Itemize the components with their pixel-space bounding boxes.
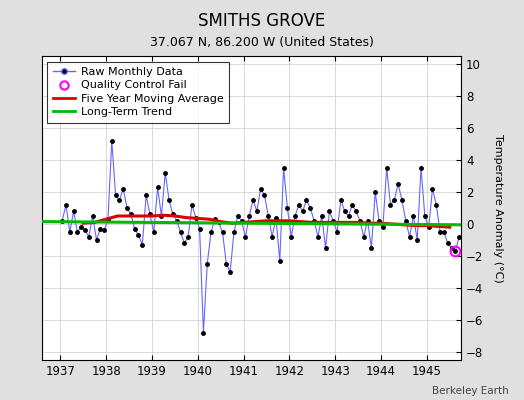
Text: SMITHS GROVE: SMITHS GROVE [199,12,325,30]
Legend: Raw Monthly Data, Quality Control Fail, Five Year Moving Average, Long-Term Tren: Raw Monthly Data, Quality Control Fail, … [48,62,229,123]
Text: Berkeley Earth: Berkeley Earth [432,386,508,396]
Y-axis label: Temperature Anomaly (°C): Temperature Anomaly (°C) [493,134,503,282]
Text: 37.067 N, 86.200 W (United States): 37.067 N, 86.200 W (United States) [150,36,374,49]
